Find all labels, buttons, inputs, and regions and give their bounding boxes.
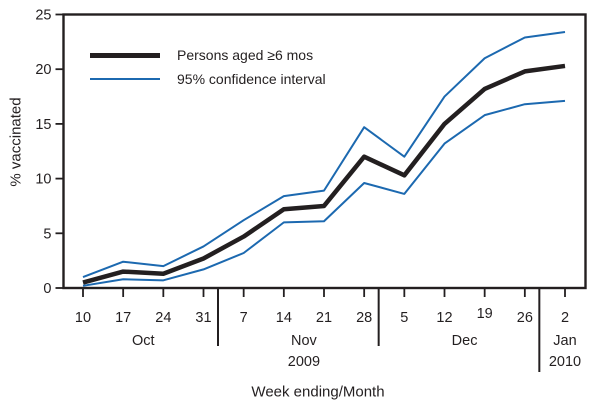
x-tick-label: 10 <box>75 310 91 326</box>
x-tick-label: 28 <box>356 310 372 326</box>
month-label: Dec <box>452 333 478 349</box>
y-axis-title: % vaccinated <box>7 97 25 187</box>
y-tick-label: 25 <box>35 8 51 24</box>
month-label: Nov <box>291 333 318 349</box>
month-label: Oct <box>132 333 155 349</box>
ci-line-swatch <box>90 78 160 80</box>
year-label: 2009 <box>288 354 320 370</box>
y-tick-label: 20 <box>35 62 51 78</box>
x-tick-label: 21 <box>316 310 332 326</box>
legend-label-ci: 95% confidence interval <box>177 71 326 87</box>
plot-frame <box>62 13 587 290</box>
x-tick-label: 14 <box>276 310 292 326</box>
x-tick-label: 31 <box>195 310 211 326</box>
x-tick-label: 17 <box>115 310 131 326</box>
x-tick-label: 19 <box>477 306 493 322</box>
series-line-ci-upper <box>82 31 566 278</box>
estimate-line-swatch <box>90 52 160 58</box>
series-line-estimate <box>82 63 566 285</box>
legend-label-estimate: Persons aged ≥6 mos <box>177 47 314 63</box>
x-tick-label: 2 <box>561 310 569 326</box>
y-tick-label: 10 <box>35 172 51 188</box>
legend-item-ci: 95% confidence interval <box>90 67 326 91</box>
x-tick-label: 5 <box>400 310 408 326</box>
series-line-ci-lower <box>82 99 566 287</box>
x-tick-label: 7 <box>240 310 248 326</box>
year-label: 2010 <box>549 354 581 370</box>
month-label: Jan <box>553 333 576 349</box>
x-axis-title: Week ending/Month <box>251 383 385 401</box>
x-tick-label: 12 <box>436 310 452 326</box>
y-tick-label: 0 <box>43 281 51 297</box>
legend-item-estimate: Persons aged ≥6 mos <box>90 43 326 67</box>
y-tick-label: 15 <box>35 117 51 133</box>
legend: Persons aged ≥6 mos 95% confidence inter… <box>90 43 326 91</box>
x-tick-label: 24 <box>155 310 171 326</box>
x-tick-label: 26 <box>517 310 533 326</box>
y-tick-label: 5 <box>43 226 51 242</box>
